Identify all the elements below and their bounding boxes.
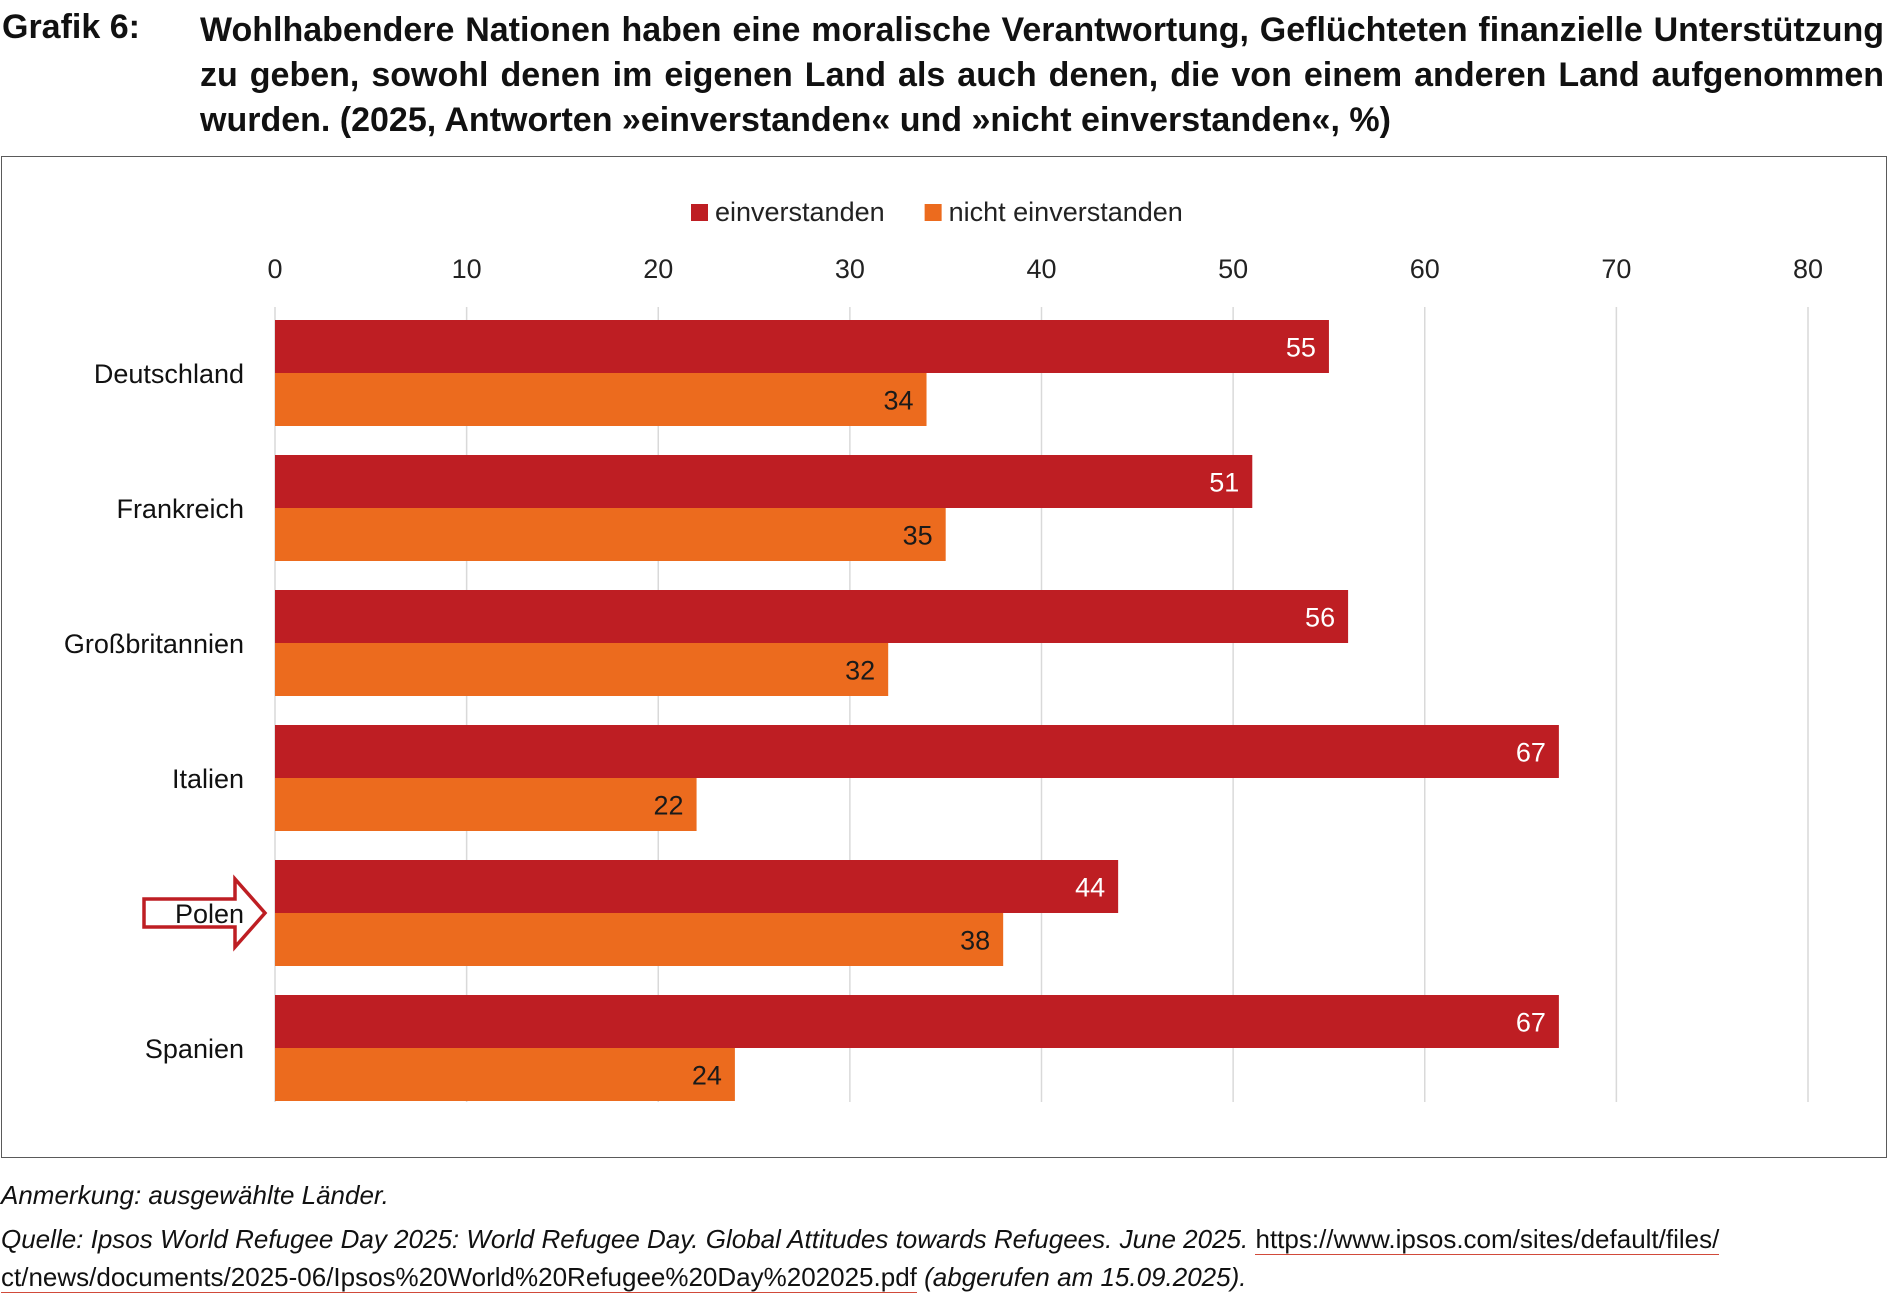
bar-group-italien: 67 22 xyxy=(275,725,1559,831)
x-tick-label-40: 40 xyxy=(1026,254,1056,284)
bar-spanien-einverstanden xyxy=(275,995,1559,1048)
footnote: Anmerkung: ausgewählte Länder. xyxy=(1,1176,1886,1214)
source-link-1[interactable]: https://www.ipsos.com/sites/default/file… xyxy=(1255,1224,1720,1255)
legend-label-nicht-einverstanden: nicht einverstanden xyxy=(949,197,1183,227)
bar-italien-einverstanden xyxy=(275,725,1559,778)
data-label-italien-nicht-einverstanden: 22 xyxy=(654,791,684,821)
highlight-marker xyxy=(142,874,268,952)
retrieved-date: (abgerufen am 15.09.2025). xyxy=(924,1262,1247,1292)
legend-swatch-nicht-einverstanden xyxy=(924,204,942,221)
x-tick-label-30: 30 xyxy=(835,254,865,284)
data-label-deutschland-nicht-einverstanden: 34 xyxy=(883,386,913,416)
data-label-deutschland-einverstanden: 55 xyxy=(1286,333,1316,363)
highlight-arrow-icon xyxy=(142,874,268,952)
chart-title: Wohlhabendere Nationen haben eine morali… xyxy=(200,11,1884,139)
data-label-spanien-einverstanden: 67 xyxy=(1516,1008,1546,1038)
x-tick-label-60: 60 xyxy=(1410,254,1440,284)
source-note: Quelle: Ipsos World Refugee Day 2025: Wo… xyxy=(1,1220,1886,1296)
figure-label: Grafik 6: xyxy=(2,8,140,46)
legend: einverstanden nicht einverstanden xyxy=(691,197,1183,227)
gridlines xyxy=(274,307,1809,1102)
bar-group-polen: 44 38 xyxy=(275,860,1119,966)
bar-spanien-nicht-einverstanden xyxy=(275,1048,735,1101)
bar-grossbritannien-nicht-einverstanden xyxy=(275,643,889,696)
bar-deutschland-nicht-einverstanden xyxy=(275,373,927,426)
bar-deutschland-einverstanden xyxy=(275,320,1329,373)
x-tick-label-70: 70 xyxy=(1601,254,1631,284)
x-axis-ticks: 0 10 20 30 40 50 60 70 80 xyxy=(267,254,1823,284)
legend-item-einverstanden: einverstanden xyxy=(691,197,885,227)
bar-grossbritannien-einverstanden xyxy=(275,590,1349,643)
x-tick-label-50: 50 xyxy=(1218,254,1248,284)
data-label-grossbritannien-nicht-einverstanden: 32 xyxy=(845,656,875,686)
y-axis-labels: Deutschland Frankreich Großbritannien Itali… xyxy=(64,359,244,1064)
footnote-text: Anmerkung: ausgewählte Länder. xyxy=(1,1180,389,1210)
legend-swatch-einverstanden xyxy=(691,204,708,221)
bar-group-grossbritannien: 56 32 xyxy=(275,590,1349,696)
legend-item-nicht-einverstanden: nicht einverstanden xyxy=(924,197,1183,227)
x-tick-label-10: 10 xyxy=(452,254,482,284)
bars: 55 34 51 35 56 32 67 22 44 38 67 24 xyxy=(275,320,1559,1101)
bar-chart: einverstanden nicht einverstanden 0 10 20 30… xyxy=(64,197,1823,1102)
data-label-frankreich-nicht-einverstanden: 35 xyxy=(903,521,933,551)
source-link-2[interactable]: ct/news/documents/2025-06/Ipsos%20World%… xyxy=(1,1262,917,1293)
y-label-grossbritannien: Großbritannien xyxy=(64,629,244,659)
data-label-italien-einverstanden: 67 xyxy=(1516,738,1546,768)
y-label-italien: Italien xyxy=(172,764,244,794)
y-label-spanien: Spanien xyxy=(145,1034,244,1064)
bar-polen-einverstanden xyxy=(275,860,1119,913)
y-label-deutschland: Deutschland xyxy=(94,359,244,389)
data-label-polen-nicht-einverstanden: 38 xyxy=(960,926,990,956)
bar-italien-nicht-einverstanden xyxy=(275,778,697,831)
data-label-grossbritannien-einverstanden: 56 xyxy=(1305,603,1335,633)
bar-group-frankreich: 51 35 xyxy=(275,455,1253,561)
bar-group-deutschland: 55 34 xyxy=(275,320,1329,426)
data-label-spanien-nicht-einverstanden: 24 xyxy=(692,1061,722,1091)
source-text: Quelle: Ipsos World Refugee Day 2025: Wo… xyxy=(1,1224,1249,1254)
x-tick-label-80: 80 xyxy=(1793,254,1823,284)
bar-frankreich-nicht-einverstanden xyxy=(275,508,946,561)
y-label-polen: Polen xyxy=(175,899,244,929)
chart-frame: einverstanden nicht einverstanden 0 10 20 30… xyxy=(1,156,1887,1158)
data-label-polen-einverstanden: 44 xyxy=(1075,873,1105,903)
bar-frankreich-einverstanden xyxy=(275,455,1253,508)
x-tick-label-20: 20 xyxy=(643,254,673,284)
legend-label-einverstanden: einverstanden xyxy=(715,197,885,227)
bar-group-spanien: 67 24 xyxy=(275,995,1559,1101)
x-tick-label-0: 0 xyxy=(267,254,282,284)
data-label-frankreich-einverstanden: 51 xyxy=(1209,468,1239,498)
y-label-frankreich: Frankreich xyxy=(116,494,244,524)
bar-polen-nicht-einverstanden xyxy=(275,913,1004,966)
